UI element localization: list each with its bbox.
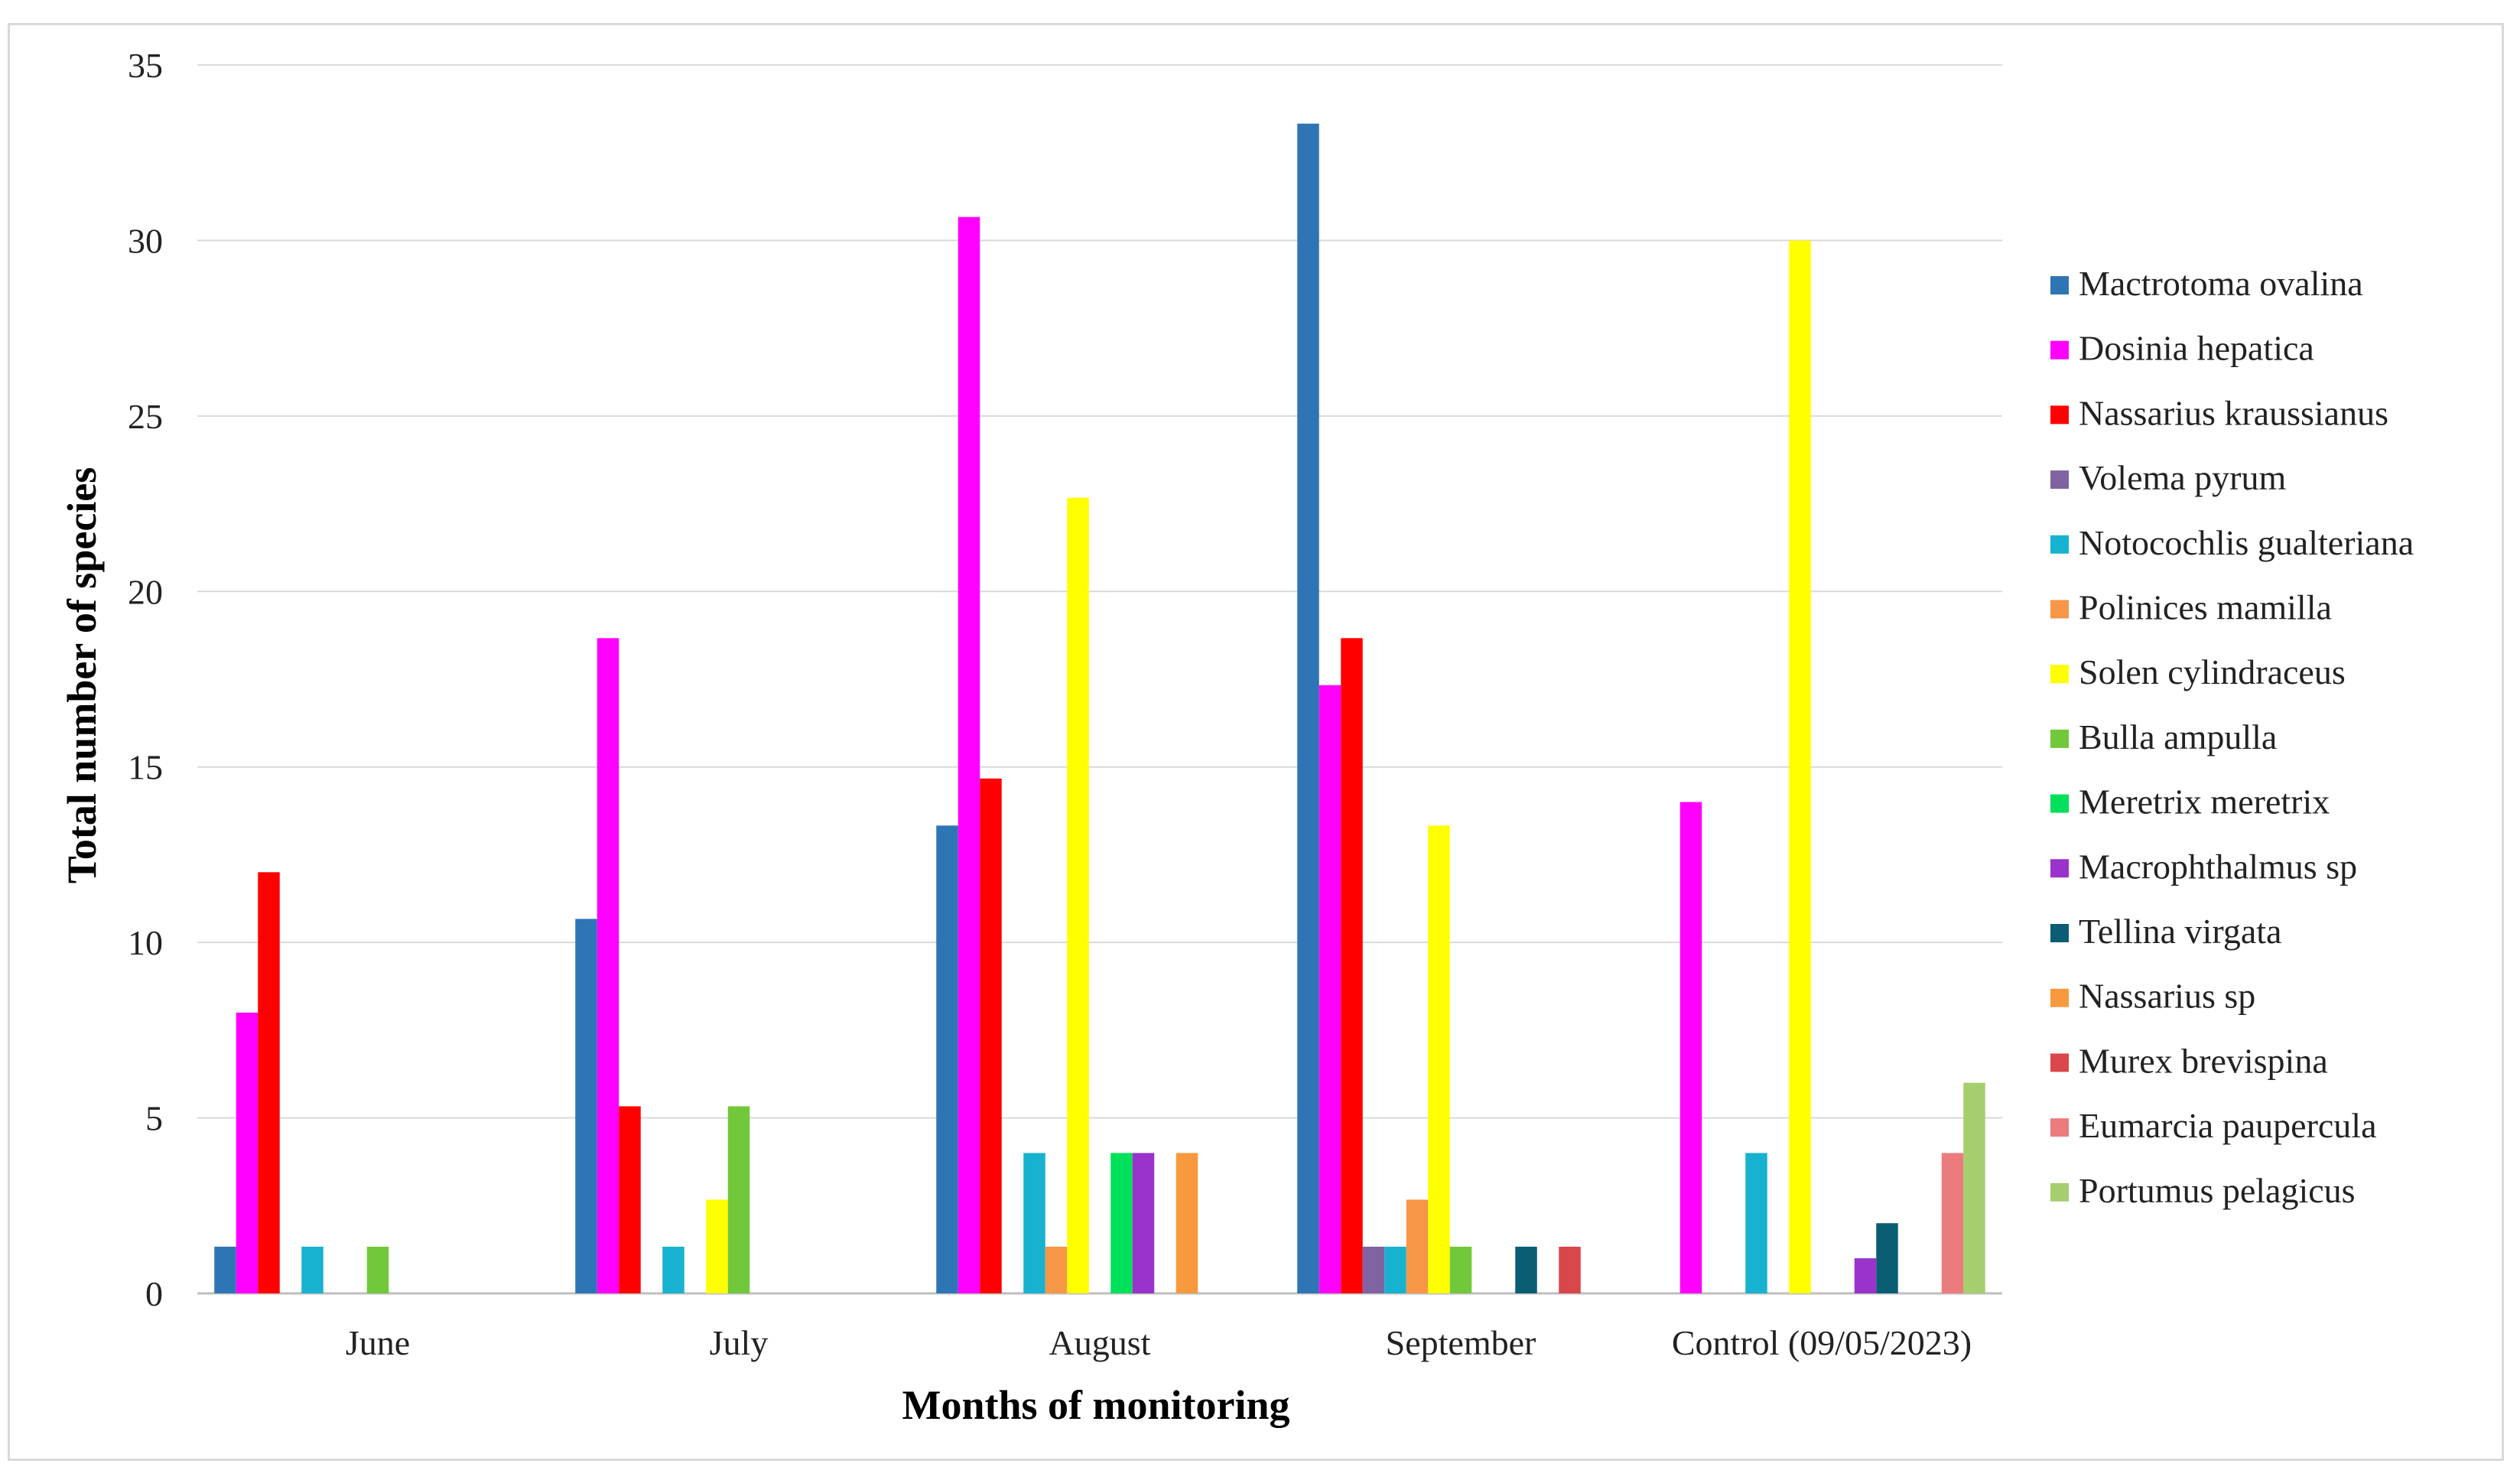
x-tick-label: Control (09/05/2023)	[1672, 1323, 1972, 1362]
bar	[1362, 1246, 1385, 1293]
x-tick-labels: June July August September Control (09/05/20…	[346, 1323, 1972, 1362]
y-tick-label: 5	[145, 1099, 163, 1138]
x-tick-label: June	[346, 1323, 410, 1362]
bar	[1941, 1153, 1964, 1293]
y-tick-label: 30	[128, 221, 163, 260]
x-tick-label: August	[1049, 1323, 1151, 1362]
y-tick-label: 0	[145, 1274, 163, 1313]
y-tick-label: 20	[128, 572, 163, 611]
legend-label: Dosinia hepatica	[2079, 329, 2314, 368]
legend-label: Nassarius sp	[2079, 977, 2255, 1016]
y-tick-label: 15	[128, 748, 163, 787]
legend-swatch	[2050, 665, 2069, 684]
legend-label: Bulla ampulla	[2079, 717, 2277, 756]
legend-label: Portumus pelagicus	[2079, 1171, 2356, 1210]
chart-frame: June July August September Control (09/05/20…	[8, 23, 2504, 1461]
legend-swatch	[2050, 794, 2069, 813]
legend-label: Polinices mamilla	[2079, 588, 2332, 627]
y-tick-label: 10	[128, 923, 163, 962]
legend-swatch	[2050, 276, 2069, 294]
legend: Mactrotoma ovalina Dosinia hepatica Nassar…	[2050, 264, 2414, 1210]
bar	[1449, 1246, 1472, 1293]
bar	[1745, 1153, 1767, 1293]
bars	[214, 123, 1985, 1293]
legend-label: Notocochlis gualteriana	[2079, 523, 2414, 562]
y-tick-labels: 0 5 10 15 20 25 30 35	[128, 46, 163, 1313]
bar	[1384, 1246, 1406, 1293]
bar	[1428, 825, 1450, 1293]
bar	[1559, 1246, 1581, 1293]
legend-swatch	[2050, 340, 2069, 359]
bar	[214, 1246, 236, 1293]
bar	[1963, 1082, 1985, 1293]
legend-swatch	[2050, 470, 2069, 490]
y-tick-label: 25	[128, 397, 163, 436]
legend-swatch	[2050, 924, 2069, 942]
bar	[1319, 685, 1341, 1293]
bar	[575, 919, 597, 1293]
legend-swatch	[2050, 859, 2069, 878]
legend-label: Volema pyrum	[2079, 458, 2287, 497]
bar	[1297, 123, 1319, 1293]
y-tick-label: 35	[128, 46, 163, 85]
bar	[258, 872, 280, 1293]
legend-label: Solen cylindraceus	[2079, 652, 2346, 691]
bar	[1175, 1153, 1198, 1293]
legend-swatch	[2050, 535, 2069, 554]
legend-label: Eumarcia paupercula	[2079, 1106, 2377, 1145]
legend-label: Nassarius kraussianus	[2079, 393, 2388, 432]
bar	[301, 1246, 324, 1293]
bar	[1406, 1199, 1429, 1293]
legend-label: Macrophthalmus sp	[2079, 847, 2357, 886]
bar	[236, 1012, 259, 1293]
bar	[366, 1246, 389, 1293]
bar	[1854, 1258, 1877, 1293]
bar	[1067, 497, 1089, 1293]
bar	[727, 1106, 750, 1293]
gridlines	[197, 64, 2002, 1295]
bar	[662, 1246, 684, 1293]
bar	[619, 1106, 641, 1293]
legend-swatch	[2050, 1053, 2069, 1072]
x-axis-title: Months of monitoring	[902, 1382, 1289, 1428]
x-tick-label: July	[710, 1323, 769, 1362]
legend-label: Tellina virgata	[2079, 912, 2281, 951]
legend-swatch	[2050, 1182, 2069, 1202]
legend-swatch	[2050, 988, 2069, 1007]
bar	[706, 1199, 728, 1293]
legend-label: Murex brevispina	[2079, 1041, 2328, 1080]
y-axis-title: Total number of species	[59, 467, 105, 884]
bar	[980, 778, 1002, 1293]
bar	[1045, 1246, 1068, 1293]
chart-svg: June July August September Control (09/05/20…	[59, 46, 2414, 1428]
x-tick-label: September	[1386, 1323, 1536, 1362]
bar	[936, 825, 958, 1293]
bar	[1679, 802, 1702, 1293]
bar	[958, 216, 980, 1293]
bar	[1876, 1223, 1898, 1293]
bar	[1110, 1153, 1133, 1293]
bar	[1023, 1153, 1045, 1293]
legend-swatch	[2050, 600, 2069, 619]
legend-swatch	[2050, 1118, 2069, 1137]
bar	[1789, 240, 1811, 1293]
bar	[1132, 1153, 1155, 1293]
legend-swatch	[2050, 729, 2069, 748]
legend-label: Mactrotoma ovalina	[2079, 264, 2363, 303]
legend-swatch	[2050, 405, 2069, 424]
legend-label: Meretrix meretrix	[2079, 782, 2330, 821]
bar	[1515, 1246, 1537, 1293]
bar	[1341, 638, 1363, 1293]
bar	[597, 638, 619, 1293]
